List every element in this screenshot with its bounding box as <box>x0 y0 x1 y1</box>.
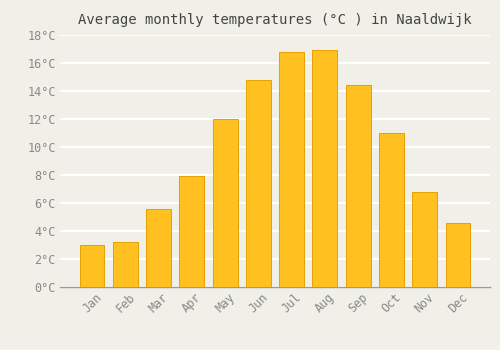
Bar <box>146 209 171 287</box>
Bar <box>346 85 370 287</box>
Title: Average monthly temperatures (°C ) in Naaldwijk: Average monthly temperatures (°C ) in Na… <box>78 13 472 27</box>
Bar <box>379 133 404 287</box>
Bar <box>279 52 304 287</box>
Bar <box>246 80 271 287</box>
Bar <box>312 50 338 287</box>
Bar <box>412 192 437 287</box>
Bar <box>80 245 104 287</box>
Bar <box>446 223 470 287</box>
Bar <box>180 176 204 287</box>
Bar <box>212 119 238 287</box>
Bar <box>113 242 138 287</box>
